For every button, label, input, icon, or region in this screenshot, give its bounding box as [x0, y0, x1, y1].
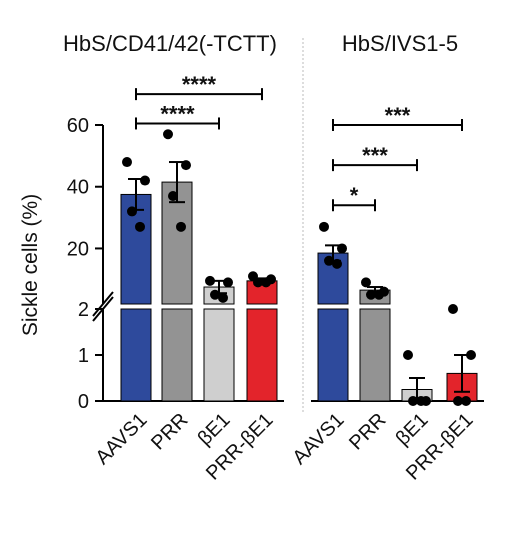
y-tick-label: 2	[78, 299, 89, 321]
bars-group	[120, 181, 478, 402]
bar	[317, 308, 349, 402]
x-tick-label: AAVS1	[288, 409, 348, 469]
data-point	[361, 277, 371, 288]
y-axis-label: Sickle cells (%)	[19, 194, 42, 336]
data-point	[127, 206, 137, 217]
data-point	[466, 350, 476, 360]
significance-label: ***	[362, 143, 388, 168]
x-tick-label: PRR	[345, 409, 390, 454]
data-point	[324, 255, 334, 266]
significance-label: ****	[160, 101, 195, 126]
data-point	[448, 304, 458, 314]
data-point	[453, 396, 463, 406]
significance-group: ******** *******	[135, 72, 463, 212]
data-point	[140, 175, 150, 186]
data-point	[168, 190, 178, 201]
data-point	[403, 350, 413, 360]
y-tick-label: 40	[67, 177, 89, 199]
panel-title-left: HbS/CD41/42(-TCTT)	[63, 31, 277, 56]
y-tick-label: 60	[67, 115, 89, 137]
data-point	[337, 243, 347, 254]
data-point	[210, 289, 220, 300]
data-point	[319, 221, 329, 232]
significance-label: ****	[182, 72, 217, 97]
data-point	[261, 277, 271, 288]
bar	[359, 308, 391, 402]
significance-label: *	[350, 183, 359, 208]
data-point	[205, 275, 215, 286]
data-point	[181, 160, 191, 171]
bar	[246, 308, 278, 402]
x-tick-label: PRR	[147, 409, 192, 454]
axes-group: 20 40 60 0 1 2	[67, 115, 484, 413]
bar	[203, 308, 235, 402]
data-point	[332, 258, 342, 269]
data-point	[374, 289, 384, 300]
x-tick-label: AAVS1	[91, 409, 151, 469]
y-tick-label: 0	[78, 391, 89, 413]
y-tick-label: 20	[67, 238, 89, 260]
data-point	[416, 396, 426, 406]
data-point	[176, 221, 186, 232]
data-point	[366, 289, 376, 300]
y-tick-label: 1	[78, 345, 89, 367]
data-point	[461, 396, 471, 406]
data-point	[223, 277, 233, 288]
bar	[120, 308, 152, 402]
bar	[161, 308, 193, 402]
significance-label: ***	[385, 103, 411, 128]
data-point	[218, 292, 228, 303]
data-point	[163, 129, 173, 140]
data-point	[253, 277, 263, 288]
data-point	[408, 396, 418, 406]
axis-break-mark	[92, 291, 114, 317]
panel-title-right: HbS/IVS1-5	[342, 31, 458, 56]
data-point	[135, 221, 145, 232]
points-group	[122, 129, 476, 406]
data-point	[122, 157, 132, 168]
